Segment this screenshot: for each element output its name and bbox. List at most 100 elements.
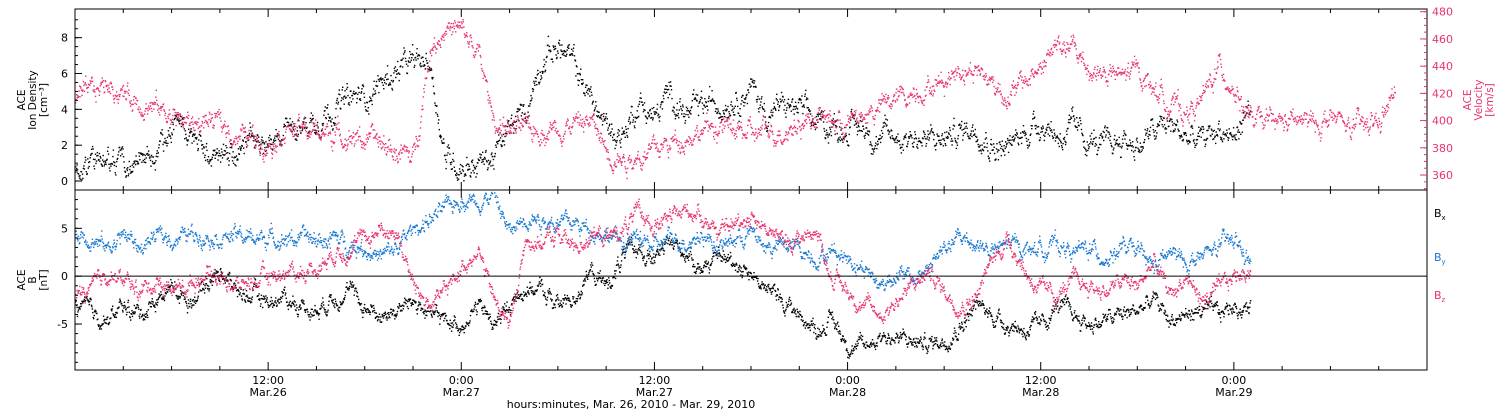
data-point: [1120, 74, 1122, 76]
data-point: [123, 161, 125, 163]
data-point: [820, 113, 822, 115]
data-point: [1241, 112, 1243, 114]
data-point: [211, 113, 213, 116]
data-point: [979, 73, 982, 75]
data-point: [82, 89, 84, 91]
data-point: [1227, 88, 1229, 91]
data-point: [718, 112, 720, 114]
data-point: [1257, 109, 1259, 111]
data-point: [729, 128, 732, 130]
data-point: [1079, 53, 1081, 55]
data-point: [928, 90, 931, 92]
data-point: [559, 135, 561, 137]
data-point: [765, 127, 767, 129]
data-point: [146, 107, 148, 110]
data-point: [1297, 120, 1299, 122]
data-point: [540, 138, 542, 141]
data-point: [1185, 132, 1187, 134]
data-point: [402, 57, 404, 60]
data-point: [955, 147, 958, 150]
data-point: [1210, 128, 1213, 130]
data-point: [258, 148, 260, 150]
data-point: [598, 111, 600, 113]
data-point: [586, 89, 589, 91]
data-point: [657, 114, 659, 117]
data-point: [909, 93, 911, 95]
data-point: [172, 121, 174, 124]
data-point: [1198, 126, 1200, 128]
data-point: [591, 94, 593, 96]
data-point: [674, 134, 676, 136]
data-point: [507, 122, 509, 125]
data-point: [1011, 85, 1014, 87]
data-point: [1191, 125, 1193, 127]
data-point: [857, 124, 860, 127]
data-point: [1127, 67, 1129, 69]
data-point: [865, 114, 868, 116]
data-point: [1146, 132, 1148, 134]
data-point: [139, 111, 141, 114]
data-point: [869, 141, 872, 143]
data-point: [857, 120, 859, 122]
data-point: [190, 131, 193, 133]
data-point: [848, 118, 850, 121]
data-point: [343, 146, 345, 149]
data-point: [1092, 138, 1095, 140]
data-point: [219, 117, 221, 119]
data-point: [1047, 123, 1049, 126]
data-point: [881, 136, 883, 138]
data-point: [403, 144, 406, 147]
data-point: [1055, 45, 1057, 47]
data-point: [569, 54, 572, 56]
data-point: [695, 133, 697, 136]
data-point: [842, 141, 844, 143]
data-point: [1261, 115, 1263, 117]
data-point: [1216, 72, 1218, 74]
data-point: [1217, 128, 1219, 130]
data-point: [572, 47, 575, 49]
data-point: [661, 108, 664, 110]
data-point: [1057, 37, 1059, 39]
data-point: [893, 139, 896, 142]
data-point: [80, 171, 83, 173]
data-point: [438, 40, 440, 43]
data-point: [275, 151, 278, 153]
data-point: [359, 139, 362, 142]
data-point: [771, 114, 773, 116]
data-point: [594, 125, 596, 127]
data-point: [965, 122, 968, 124]
data-point: [1296, 123, 1298, 126]
data-point: [1100, 133, 1102, 135]
data-point: [718, 117, 720, 119]
data-point: [941, 135, 943, 137]
data-point: [876, 109, 878, 111]
data-point: [740, 121, 742, 124]
data-point: [673, 139, 675, 142]
data-point: [712, 99, 714, 102]
data-point: [949, 135, 952, 137]
data-point: [639, 92, 642, 94]
data-point: [789, 105, 791, 108]
data-point: [1271, 119, 1273, 121]
data-point: [828, 134, 830, 136]
data-point: [1241, 105, 1243, 108]
data-point: [865, 122, 867, 124]
data-point: [1111, 72, 1114, 74]
data-point: [106, 88, 109, 91]
data-point: [1294, 117, 1297, 119]
data-point: [635, 157, 637, 160]
data-point: [867, 113, 870, 116]
data-point: [1127, 145, 1129, 147]
data-point: [91, 145, 94, 148]
data-point: [216, 148, 218, 150]
data-point: [925, 94, 927, 96]
data-point: [1149, 126, 1152, 129]
data-point: [997, 82, 1000, 85]
data-point: [534, 77, 537, 79]
data-point: [648, 115, 650, 118]
data-point: [672, 106, 675, 108]
data-point: [440, 135, 442, 138]
data-point: [1165, 118, 1168, 120]
data-point: [694, 129, 696, 132]
data-point: [861, 115, 863, 117]
